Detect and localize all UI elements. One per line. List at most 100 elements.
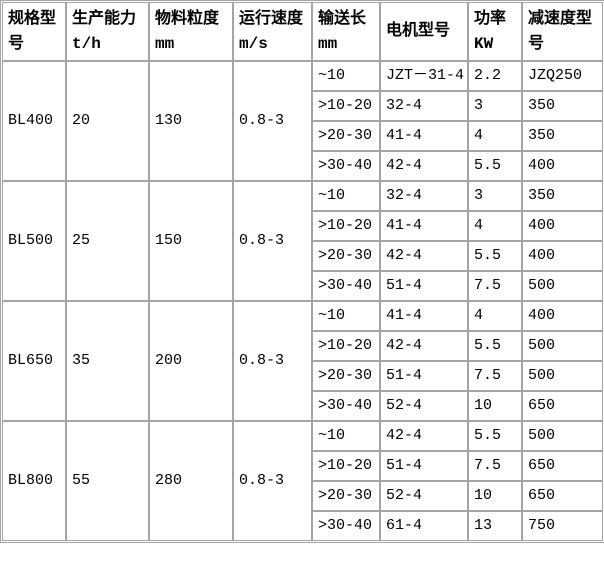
header-granularity: 物料粒度 mm	[149, 2, 233, 61]
reducer-cell: 400	[522, 151, 603, 181]
capacity-cell: 35	[66, 301, 149, 421]
motor-cell: 42-4	[380, 331, 468, 361]
length-cell: >10-20	[312, 451, 380, 481]
reducer-cell: 400	[522, 211, 603, 241]
motor-cell: 51-4	[380, 451, 468, 481]
power-cell: 2.2	[468, 61, 522, 91]
header-model: 规格型号	[2, 2, 66, 61]
header-length: 输送长 mm	[312, 2, 380, 61]
reducer-cell: 350	[522, 121, 603, 151]
motor-cell: 42-4	[380, 421, 468, 451]
power-cell: 5.5	[468, 421, 522, 451]
motor-cell: 41-4	[380, 211, 468, 241]
speed-cell: 0.8-3	[233, 301, 312, 421]
speed-cell: 0.8-3	[233, 61, 312, 181]
length-cell: >30-40	[312, 271, 380, 301]
power-cell: 5.5	[468, 151, 522, 181]
motor-cell: 32-4	[380, 181, 468, 211]
reducer-cell: 500	[522, 271, 603, 301]
reducer-cell: 500	[522, 361, 603, 391]
table-row: >20-30 51-4 7.5 500	[2, 361, 603, 391]
length-cell: >20-30	[312, 121, 380, 151]
motor-cell: 42-4	[380, 151, 468, 181]
power-cell: 13	[468, 511, 522, 541]
header-speed: 运行速度 m/s	[233, 2, 312, 61]
power-cell: 3	[468, 91, 522, 121]
granularity-cell: 280	[149, 421, 233, 541]
reducer-cell: 400	[522, 241, 603, 271]
power-cell: 7.5	[468, 451, 522, 481]
power-cell: 10	[468, 391, 522, 421]
reducer-cell: 500	[522, 331, 603, 361]
table-row: >10-20 42-4 5.5 500	[2, 331, 603, 361]
model-cell: BL400	[2, 61, 66, 181]
header-reducer: 减速度型号	[522, 2, 603, 61]
length-cell: ~10	[312, 61, 380, 91]
speed-cell: 0.8-3	[233, 181, 312, 301]
length-cell: >10-20	[312, 331, 380, 361]
motor-cell: 61-4	[380, 511, 468, 541]
header-power: 功率 KW	[468, 2, 522, 61]
length-cell: >20-30	[312, 481, 380, 511]
table-row: >20-30 42-4 5.5 400	[2, 241, 603, 271]
power-cell: 4	[468, 301, 522, 331]
reducer-cell: 350	[522, 91, 603, 121]
motor-cell: 52-4	[380, 481, 468, 511]
length-cell: >30-40	[312, 391, 380, 421]
length-cell: >10-20	[312, 211, 380, 241]
granularity-cell: 200	[149, 301, 233, 421]
reducer-cell: 650	[522, 451, 603, 481]
power-cell: 10	[468, 481, 522, 511]
length-cell: >30-40	[312, 511, 380, 541]
model-cell: BL800	[2, 421, 66, 541]
header-row: 规格型号 生产能力 t/h 物料粒度 mm 运行速度 m/s 输送长 mm 电机…	[2, 2, 603, 61]
speed-cell: 0.8-3	[233, 421, 312, 541]
spec-table: 规格型号 生产能力 t/h 物料粒度 mm 运行速度 m/s 输送长 mm 电机…	[0, 0, 604, 543]
length-cell: >20-30	[312, 241, 380, 271]
granularity-cell: 150	[149, 181, 233, 301]
motor-cell: 32-4	[380, 91, 468, 121]
capacity-cell: 25	[66, 181, 149, 301]
table-row: >30-40 61-4 13 750	[2, 511, 603, 541]
capacity-cell: 20	[66, 61, 149, 181]
header-capacity: 生产能力 t/h	[66, 2, 149, 61]
motor-cell: 51-4	[380, 361, 468, 391]
table-row: >10-20 51-4 7.5 650	[2, 451, 603, 481]
model-cell: BL650	[2, 301, 66, 421]
length-cell: ~10	[312, 181, 380, 211]
motor-cell: 41-4	[380, 121, 468, 151]
power-cell: 3	[468, 181, 522, 211]
length-cell: >20-30	[312, 361, 380, 391]
reducer-cell: 400	[522, 301, 603, 331]
model-cell: BL500	[2, 181, 66, 301]
motor-cell: 42-4	[380, 241, 468, 271]
motor-cell: 41-4	[380, 301, 468, 331]
length-cell: >10-20	[312, 91, 380, 121]
granularity-cell: 130	[149, 61, 233, 181]
table-row: >30-40 51-4 7.5 500	[2, 271, 603, 301]
reducer-cell: JZQ250	[522, 61, 603, 91]
reducer-cell: 650	[522, 481, 603, 511]
reducer-cell: 500	[522, 421, 603, 451]
power-cell: 4	[468, 121, 522, 151]
motor-cell: JZT－31-4	[380, 61, 468, 91]
table-row: >20-30 41-4 4 350	[2, 121, 603, 151]
length-cell: >30-40	[312, 151, 380, 181]
power-cell: 4	[468, 211, 522, 241]
table-row: >20-30 52-4 10 650	[2, 481, 603, 511]
table-row: >10-20 32-4 3 350	[2, 91, 603, 121]
length-cell: ~10	[312, 301, 380, 331]
table-row: BL800 55 280 0.8-3 ~10 42-4 5.5 500	[2, 421, 603, 541]
table-row: >30-40 42-4 5.5 400	[2, 151, 603, 181]
table-row: >30-40 52-4 10 650	[2, 391, 603, 421]
motor-cell: 52-4	[380, 391, 468, 421]
table-row: >10-20 41-4 4 400	[2, 211, 603, 241]
reducer-cell: 350	[522, 181, 603, 211]
power-cell: 5.5	[468, 241, 522, 271]
capacity-cell: 55	[66, 421, 149, 541]
power-cell: 5.5	[468, 331, 522, 361]
header-motor: 电机型号	[380, 2, 468, 61]
reducer-cell: 650	[522, 391, 603, 421]
table-row: BL400 20 130 0.8-3 ~10 JZT－31-4 2.2 JZQ2…	[2, 61, 603, 181]
